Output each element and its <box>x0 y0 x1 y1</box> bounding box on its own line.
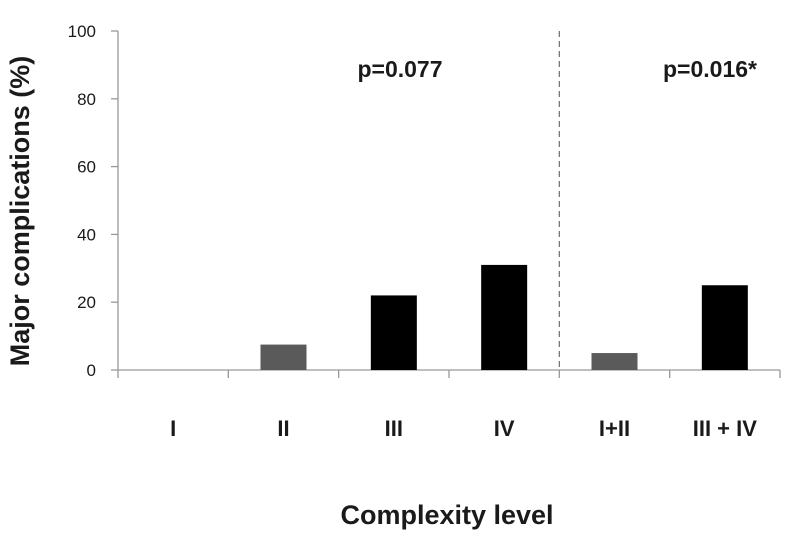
bar-IIIplusIV <box>701 285 748 370</box>
x-tick-label: I <box>170 416 176 441</box>
bar-II <box>260 344 307 370</box>
bar-IV <box>481 264 528 370</box>
x-axis-title: Complexity level <box>340 500 553 530</box>
y-tick-label: 20 <box>77 293 96 312</box>
p-value-left: p=0.077 <box>357 56 442 82</box>
bar-IplusII <box>591 353 638 370</box>
x-tick-label: IV <box>494 416 515 441</box>
x-tick-label: I+II <box>599 416 630 441</box>
axes <box>111 30 781 378</box>
y-tick-label: 80 <box>77 90 96 109</box>
y-tick-label: 100 <box>68 22 96 41</box>
p-value-right: p=0.016* <box>663 56 757 82</box>
y-tick-label: 60 <box>77 158 96 177</box>
y-tick-label: 40 <box>77 225 96 244</box>
x-tick-label: III <box>385 416 403 441</box>
x-tick-label: III + IV <box>693 416 758 441</box>
bar-III <box>370 295 417 370</box>
y-tick-label: 0 <box>87 361 96 380</box>
bars <box>260 264 748 370</box>
x-tick-label: II <box>277 416 289 441</box>
y-axis-title: Major complications (%) <box>5 56 35 367</box>
